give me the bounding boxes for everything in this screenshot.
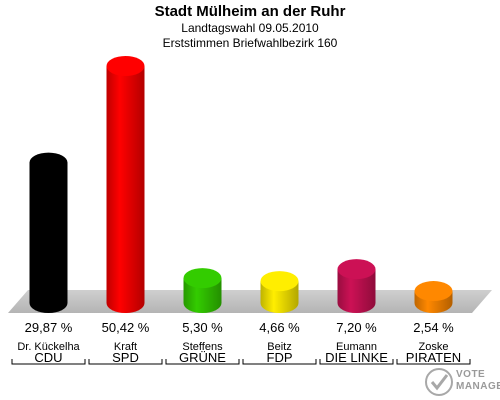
bar-top: [260, 271, 299, 292]
bar-cdu: [29, 152, 68, 313]
value-label: 7,20 %: [336, 320, 377, 335]
bar-top: [337, 259, 376, 280]
party-label: DIE LINKE: [325, 350, 388, 365]
bar-spd: [106, 56, 145, 313]
party-label: FDP: [267, 350, 293, 365]
chart-subtitle-election: Landtagswahl 09.05.2010: [181, 21, 319, 35]
party-label: GRÜNE: [179, 350, 226, 365]
bar-body: [29, 162, 68, 313]
party-label: PIRATEN: [406, 350, 461, 365]
candidate-label: Kraft: [114, 341, 137, 353]
chart-title: Stadt Mülheim an der Ruhr: [154, 3, 346, 20]
party-underline: [319, 359, 394, 365]
party-underline: [165, 359, 240, 365]
chart-subtitle-district: Erststimmen Briefwahlbezirk 160: [162, 36, 338, 50]
value-label: 29,87 %: [25, 320, 73, 335]
party-underline: [11, 359, 86, 365]
candidate-label: Eumann: [336, 341, 377, 353]
bar-body: [183, 278, 222, 313]
value-label: 2,54 %: [413, 320, 454, 335]
candidate-label: Zoske: [419, 341, 449, 353]
vote-manager-watermark: VOTE MANAGER: [424, 366, 500, 398]
party-underline: [88, 359, 163, 365]
value-label: 50,42 %: [102, 320, 150, 335]
party-label: SPD: [112, 350, 139, 365]
bar-die-linke: [337, 259, 376, 313]
watermark-line1: VOTE: [456, 369, 486, 380]
watermark-line2: MANAGER: [456, 381, 500, 392]
bar-top: [106, 56, 145, 76]
candidate-label: Beitz: [267, 341, 291, 353]
watermark-text: VOTE MANAGER: [456, 369, 500, 393]
bar-piraten: [414, 281, 453, 313]
bar-gr-ne: [183, 268, 222, 313]
bar-fdp: [260, 271, 299, 313]
party-underline: [242, 359, 317, 365]
bar-top: [29, 152, 68, 173]
candidate-label: Dr. Kückelha: [17, 341, 80, 353]
check-mark-icon: [425, 368, 453, 396]
bar-body: [337, 269, 376, 313]
bar-top: [414, 281, 453, 302]
candidate-label: Steffens: [182, 341, 223, 353]
bar-body: [106, 66, 145, 313]
chart-header: Stadt Mülheim an der Ruhr Landtagswahl 0…: [0, 2, 500, 51]
value-label: 5,30 %: [182, 320, 223, 335]
party-label: CDU: [34, 350, 62, 365]
party-underline: [396, 359, 471, 365]
value-label: 4,66 %: [259, 320, 300, 335]
bar-top: [183, 268, 222, 289]
